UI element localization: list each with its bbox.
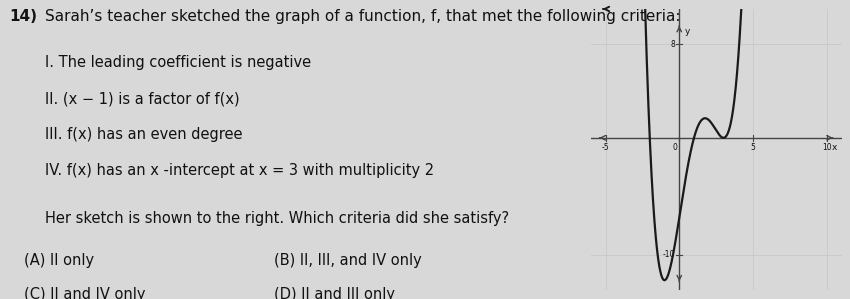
Text: 0: 0 [672,143,677,152]
Text: (D) II and III only: (D) II and III only [274,287,394,299]
Text: Her sketch is shown to the right. Which criteria did she satisfy?: Her sketch is shown to the right. Which … [44,211,509,226]
Text: y: y [684,27,690,36]
Text: III. f(x) has an even degree: III. f(x) has an even degree [44,127,242,142]
Text: 8: 8 [670,39,675,49]
Text: 14): 14) [8,9,37,24]
Text: IV. f(x) has an x -intercept at x = 3 with multiplicity 2: IV. f(x) has an x -intercept at x = 3 wi… [44,163,434,178]
Text: I. The leading coefficient is negative: I. The leading coefficient is negative [44,55,311,70]
Text: 10: 10 [822,143,831,152]
Text: -5: -5 [602,143,609,152]
Text: x: x [831,143,836,152]
Text: Sarah’s teacher sketched the graph of a function, f, that met the following crit: Sarah’s teacher sketched the graph of a … [44,9,680,24]
Text: (A) II only: (A) II only [24,253,94,268]
Text: II. (x − 1) is a factor of f(x): II. (x − 1) is a factor of f(x) [44,91,239,106]
Text: (C) II and IV only: (C) II and IV only [24,287,145,299]
Text: (B) II, III, and IV only: (B) II, III, and IV only [274,253,422,268]
Text: -10: -10 [662,250,675,260]
Text: 5: 5 [751,143,756,152]
